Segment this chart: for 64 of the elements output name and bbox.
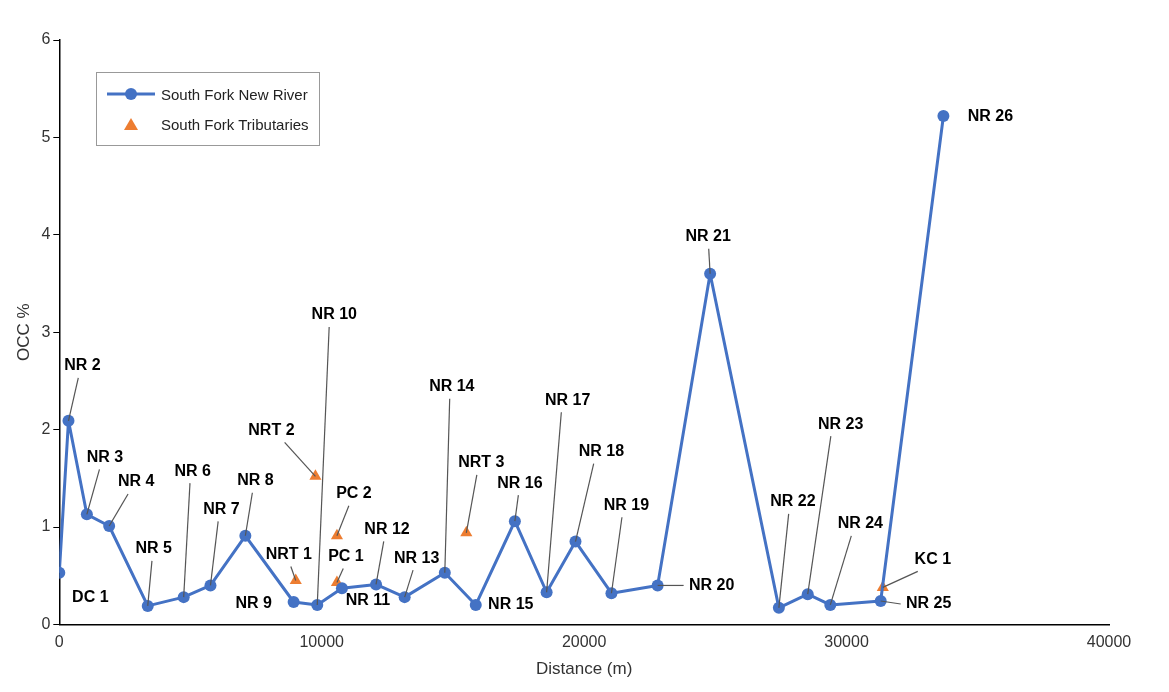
annotation: NR 13 (393, 548, 440, 566)
annotation: NR 15 (488, 595, 534, 613)
y-tick-label: 0 (41, 614, 51, 632)
x-tick-label: 30000 (824, 633, 869, 651)
legend-label: South Fork Tributaries (161, 115, 309, 133)
point (508, 515, 521, 528)
y-tick-label: 1 (41, 517, 51, 535)
y-tick-label: 5 (41, 127, 51, 145)
annotation: NR 22 (770, 492, 816, 510)
x-tick-label: 0 (54, 633, 64, 651)
legend-label: South Fork New River (161, 85, 308, 103)
annotation: NR 3 (86, 447, 124, 465)
annotation: DC 1 (72, 588, 109, 606)
point (311, 598, 324, 611)
y-tick-label: 4 (41, 225, 51, 243)
point (141, 599, 154, 612)
annotation: NR 11 (345, 590, 391, 608)
annotation: NR 18 (578, 442, 625, 460)
annotation: NR 4 (117, 472, 155, 490)
y-axis-title: OCC % (13, 303, 33, 362)
annotation: NR 19 (603, 495, 650, 513)
y-tick-label: 6 (41, 30, 51, 48)
point (335, 582, 348, 595)
annotation: NR 2 (64, 356, 101, 374)
annotation: NRT 1 (265, 544, 312, 562)
annotation: KC 1 (914, 549, 952, 567)
point (103, 520, 116, 533)
annotation: NR 23 (818, 414, 864, 432)
annotation: NR 9 (235, 594, 272, 612)
annotation: NR 16 (497, 473, 543, 491)
point (824, 598, 837, 611)
point (309, 469, 322, 480)
point (801, 588, 814, 601)
point (651, 579, 664, 592)
x-tick-label: 10000 (299, 633, 345, 651)
annotation: NRT 2 (248, 420, 295, 438)
point (239, 529, 252, 542)
x-tick-label: 20000 (561, 633, 607, 651)
point (469, 598, 482, 611)
point (937, 109, 950, 122)
annotation: NR 14 (429, 377, 475, 395)
x-axis-title: Distance (m) (535, 659, 633, 679)
annotation: NR 7 (203, 499, 240, 517)
annotation: PC 2 (336, 484, 372, 502)
point (772, 601, 785, 614)
annotation: NR 6 (174, 461, 212, 479)
annotation: PC 1 (328, 546, 364, 564)
annotation: NR 10 (311, 305, 358, 323)
annotation: NR 17 (544, 390, 591, 408)
annotation: NR 25 (906, 594, 952, 612)
annotation: NR 5 (135, 539, 173, 557)
annotation: NR 8 (237, 471, 274, 489)
point (287, 596, 300, 608)
y-tick-label: 3 (41, 322, 51, 340)
y-tick-label: 2 (41, 420, 51, 438)
annotation: NR 12 (364, 519, 410, 537)
annotation: NRT 3 (458, 453, 505, 471)
annotation: NR 26 (967, 107, 1014, 125)
point (874, 595, 887, 608)
annotation: NR 24 (837, 514, 884, 532)
annotation: NR 21 (685, 227, 731, 245)
annotation: NR 20 (688, 575, 735, 593)
point (80, 508, 93, 521)
x-tick-label: 40000 (1086, 633, 1132, 651)
